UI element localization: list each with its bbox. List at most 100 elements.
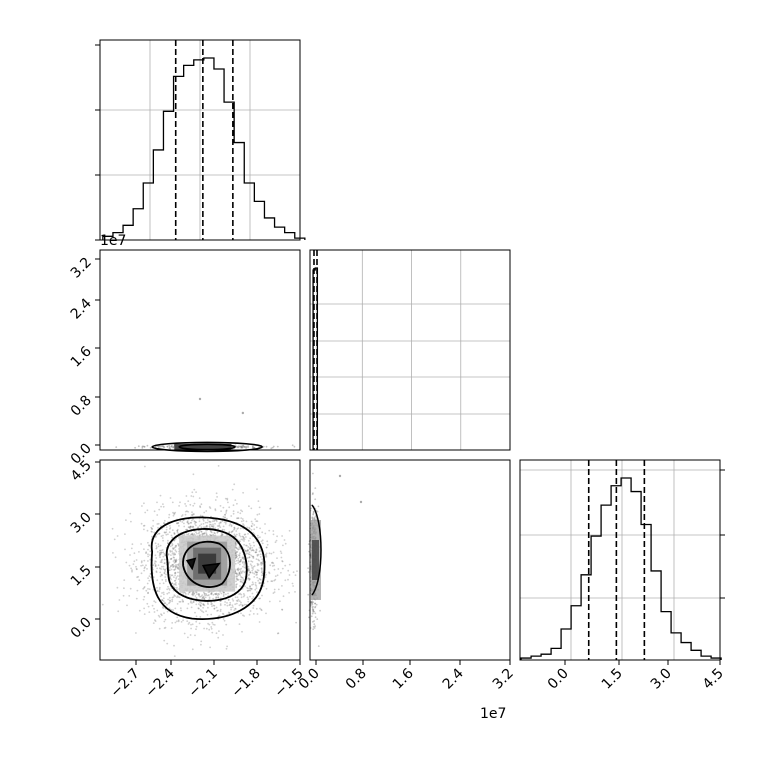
- corner-1-3-point: [256, 564, 259, 567]
- corner-1-3-point: [167, 598, 170, 601]
- corner-1-3-point: [250, 525, 253, 528]
- corner-1-3-point: [239, 573, 241, 575]
- corner-1-3-point: [111, 527, 114, 530]
- corner-1-3-point: [248, 579, 251, 581]
- corner-1-3-point: [260, 564, 263, 566]
- corner-1-2-contour-outer: [151, 441, 263, 453]
- corner-1-3-point: [236, 502, 238, 505]
- corner-1-3-point: [236, 528, 239, 530]
- corner-1-3-point: [180, 515, 183, 517]
- corner-1-3-point: [245, 536, 247, 538]
- corner-1-3-point: [257, 569, 260, 572]
- corner-2-3-outlier: [338, 474, 342, 478]
- corner-1-3-point: [211, 525, 214, 528]
- corner-1-3-point: [159, 575, 162, 578]
- corner-1-3-point: [218, 593, 221, 596]
- corner-1-3-point: [169, 545, 172, 548]
- corner-1-3-point: [172, 585, 175, 587]
- corner-1-2-point: [270, 447, 273, 450]
- corner-1-3-point: [269, 564, 272, 567]
- corner-1-2-ytick-label-4: 3.2: [68, 255, 95, 282]
- corner-1-3-point: [151, 531, 153, 533]
- x1-tick-label-1: −2.4: [142, 665, 177, 700]
- corner-1-3-point: [167, 553, 170, 556]
- corner-1-3-point: [261, 570, 263, 573]
- corner-1-3-point: [149, 558, 152, 561]
- corner-1-3-point: [255, 571, 258, 573]
- corner-1-3-point: [247, 569, 250, 572]
- corner-1-3-point: [131, 569, 133, 572]
- corner-1-3-point: [176, 529, 179, 532]
- corner-1-3-point: [260, 561, 263, 564]
- corner-1-3-point: [253, 544, 256, 547]
- corner-1-3-point: [172, 556, 175, 559]
- corner-1-3-point: [136, 568, 138, 571]
- corner-1-3-point: [167, 533, 169, 536]
- corner-1-3-point: [238, 532, 241, 535]
- corner-1-3-point: [173, 532, 176, 535]
- corner-1-3-point: [229, 523, 232, 525]
- corner-1-3-point: [249, 595, 251, 598]
- corner-1-3-point: [238, 534, 241, 537]
- corner-1-3-point: [154, 620, 157, 622]
- hist-param-2-frame: [309, 249, 511, 451]
- corner-1-3-point: [252, 556, 255, 558]
- corner-1-3-point: [178, 596, 181, 599]
- corner-1-3-point: [260, 571, 263, 574]
- x2-tick-label-4: 3.2: [490, 666, 517, 693]
- corner-1-3-point: [242, 537, 245, 540]
- corner-1-3-point: [214, 527, 217, 530]
- corner-2-3-point: [312, 518, 314, 521]
- corner-1-3-point: [240, 559, 242, 562]
- corner-1-3-point: [236, 579, 239, 581]
- corner-1-3-point: [203, 604, 206, 607]
- corner-1-3-point: [161, 599, 163, 601]
- corner-1-3-point: [221, 534, 223, 536]
- corner-1-3-point: [208, 506, 211, 508]
- corner-1-3-point: [258, 550, 261, 553]
- corner-1-3-point: [222, 595, 225, 597]
- corner-1-3-point: [193, 593, 196, 595]
- corner-1-3-point: [242, 491, 245, 494]
- corner-1-3-point: [269, 507, 272, 510]
- corner-1-3-point: [215, 596, 218, 599]
- corner-1-3-point: [160, 614, 163, 617]
- corner-1-3-point: [163, 602, 166, 605]
- corner-1-3-point: [191, 514, 194, 517]
- corner-1-3-point: [140, 564, 143, 567]
- corner-1-3-point: [154, 563, 157, 566]
- corner-1-3-point: [174, 583, 177, 586]
- corner-1-2-point: [169, 447, 172, 450]
- corner-1-3-point: [210, 530, 212, 533]
- corner-1-3-point: [249, 544, 252, 547]
- corner-1-3-point: [138, 579, 141, 581]
- corner-1-3-point: [281, 608, 283, 611]
- corner-1-2-point: [146, 444, 149, 447]
- corner-1-3-point: [168, 599, 171, 602]
- corner-1-3-point: [155, 546, 158, 549]
- corner-1-3-point: [258, 559, 261, 562]
- corner-1-3-point: [171, 564, 174, 566]
- corner-1-3-point: [242, 536, 245, 538]
- corner-1-3-point: [164, 578, 167, 581]
- corner-1-3-point: [251, 560, 254, 563]
- corner-1-3-point: [198, 603, 200, 605]
- corner-1-3-point: [230, 525, 233, 528]
- corner-1-2-ytick-label-3: 2.4: [68, 295, 95, 322]
- corner-1-3-point: [248, 569, 251, 572]
- corner-1-3-point: [191, 532, 194, 535]
- corner-1-3-point: [234, 607, 237, 610]
- corner-1-3-point: [173, 553, 176, 556]
- corner-1-3-point: [276, 632, 279, 635]
- corner-1-3-point: [247, 577, 250, 580]
- corner-1-3-point: [159, 549, 161, 552]
- corner-1-3-point: [207, 594, 209, 597]
- corner-1-3-point: [165, 526, 168, 528]
- corner-1-3-point: [176, 528, 179, 531]
- corner-1-3-point: [211, 621, 214, 624]
- corner-2-3-contour: [311, 504, 322, 596]
- corner-2-3-point: [314, 612, 317, 615]
- corner-1-3-point: [224, 514, 227, 516]
- corner-1-3-point: [196, 532, 198, 535]
